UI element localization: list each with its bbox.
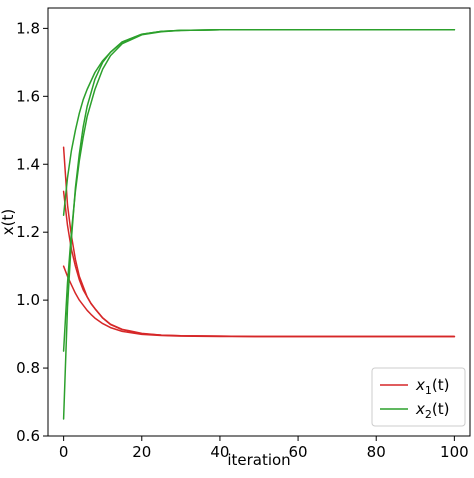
x-tick-label: 100 — [440, 443, 469, 461]
y-tick-label: 1.6 — [16, 87, 40, 105]
y-tick-label: 0.6 — [16, 427, 40, 445]
x-tick-label: 60 — [289, 443, 308, 461]
legend-label-subscript: 2 — [425, 408, 432, 421]
y-tick-label: 1.0 — [16, 291, 40, 309]
y-tick-label: 1.8 — [16, 19, 40, 37]
legend: x1(t)x2(t) — [371, 367, 466, 427]
y-axis-label: x(t) — [0, 209, 17, 235]
x-axis-ticks: 0 20 40 60 80 100 — [59, 436, 469, 461]
x-tick-label: 20 — [132, 443, 151, 461]
legend-label-subscript: 1 — [425, 384, 432, 397]
x-axis-label: iteration — [227, 451, 290, 469]
legend-box — [371, 367, 466, 427]
x-tick-label: 80 — [367, 443, 386, 461]
legend-label-main: x — [415, 376, 425, 394]
x-tick-label: 40 — [210, 443, 229, 461]
series-layer — [62, 28, 456, 420]
y-tick-label: 1.2 — [16, 223, 40, 241]
legend-label-series-1: x1(t) — [415, 376, 449, 397]
series-1-run-1-line — [62, 146, 456, 338]
plot-frame — [47, 7, 471, 437]
series-2-run-3-line — [62, 28, 456, 216]
y-tick-label: 0.8 — [16, 359, 40, 377]
series-2-run-2-line — [62, 28, 456, 352]
legend-label-main: x — [415, 400, 425, 418]
series-1-run-3-line — [62, 265, 456, 338]
x-tick-label: 0 — [59, 443, 69, 461]
y-tick-label: 1.4 — [16, 155, 40, 173]
series-1-run-2-line — [62, 190, 456, 338]
legend-label-tail: (t) — [432, 400, 450, 418]
y-axis-ticks: 0.6 0.8 1.0 1.2 1.4 1.6 1.8 — [16, 19, 48, 445]
legend-label-series-2: x2(t) — [415, 400, 449, 421]
legend-label-tail: (t) — [432, 376, 450, 394]
series-2-run-1-line — [62, 28, 456, 420]
